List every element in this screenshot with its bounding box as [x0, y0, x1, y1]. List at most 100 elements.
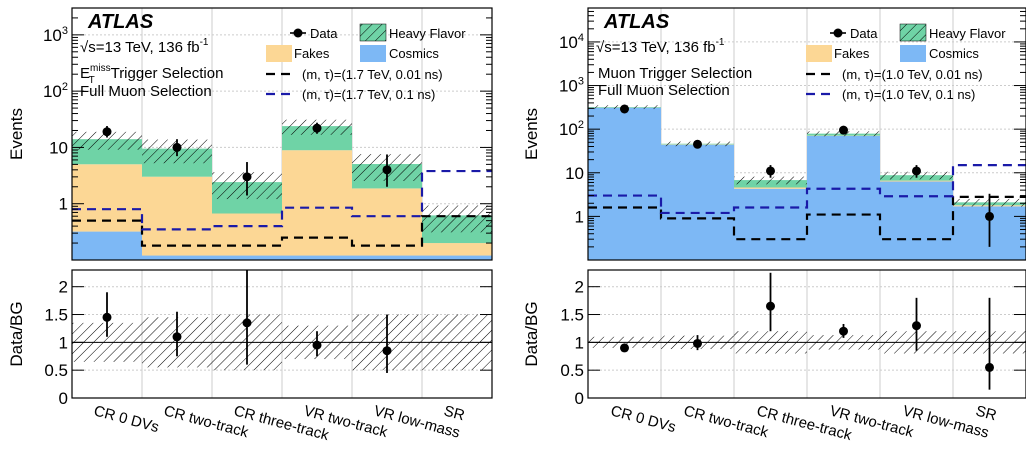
energy-text: √s=13 TeV, 136 fb	[80, 39, 200, 56]
data-point	[383, 165, 392, 174]
legend-heavy-flavor-label: Heavy Flavor	[389, 26, 466, 41]
energy-text: √s=13 TeV, 136 fb	[596, 39, 716, 56]
legend-signal-label: (m, τ)=(1.0 TeV, 0.1 ns)	[842, 87, 975, 102]
legend-fakes-swatch	[806, 45, 832, 62]
trigger-text: Trigger Selection	[107, 65, 224, 82]
legend-signal-label: (m, τ)=(1.7 TeV, 0.01 ns)	[302, 67, 443, 82]
stack-bar-cosmics	[734, 189, 807, 260]
y-tick-label-base: 10	[559, 120, 578, 139]
ratio-y-tick-label: 1	[59, 333, 68, 352]
stack-bar-fakes	[734, 187, 807, 188]
y-tick-label: 1	[575, 207, 584, 226]
legend-cosmics-label: Cosmics	[929, 46, 979, 61]
legend-cosmics-swatch	[900, 45, 926, 62]
y-axis-label: Events	[7, 108, 26, 160]
stack-bar-cosmics	[212, 256, 282, 260]
ratio-y-tick-label: 0.5	[560, 361, 584, 380]
y-tick-label-base: 1	[575, 207, 584, 226]
ratio-point	[243, 318, 252, 327]
y-axis-label: Events	[522, 108, 541, 160]
y-tick-label-base: 10	[43, 26, 62, 45]
stack-bar-cosmics	[72, 232, 142, 260]
ratio-point	[313, 341, 322, 350]
legend-heavy-flavor-label: Heavy Flavor	[929, 26, 1006, 41]
y-tick-label: 103	[43, 25, 68, 45]
y-tick-label: 103	[559, 76, 584, 96]
stack-bar-cosmics	[352, 256, 422, 260]
data-point	[243, 172, 252, 181]
ratio-point	[839, 327, 848, 336]
muon-selection-label: Full Muon Selection	[80, 83, 212, 100]
ratio-axis-label: Data/BG	[7, 301, 26, 366]
lumi-superscript: -1	[200, 37, 209, 48]
muon-selection-label: Full Muon Selection	[598, 82, 730, 99]
y-tick-label-base: 10	[559, 77, 578, 96]
ratio-point	[173, 332, 182, 341]
ratio-point	[693, 339, 702, 348]
legend-data-label: Data	[310, 26, 338, 41]
ratio-y-tick-label: 0.5	[44, 361, 68, 380]
stack-bar-fakes	[880, 181, 953, 182]
ratio-point	[103, 313, 112, 322]
ratio-point	[766, 302, 775, 311]
bg-uncertainty-band	[734, 177, 807, 185]
ratio-y-tick-label: 0	[59, 389, 68, 408]
category-label: CR 0 DVs	[609, 402, 678, 436]
stack-bar-cosmics	[807, 136, 880, 260]
bg-uncertainty-band	[422, 205, 492, 232]
stack-bar-fakes	[212, 214, 282, 256]
stack-bar-fakes	[422, 243, 492, 255]
ratio-y-tick-label: 1.5	[44, 306, 68, 325]
legend-heavy-flavor-hatch	[900, 24, 926, 41]
ratio-y-tick-label: 2	[575, 278, 584, 297]
ratio-plot-area	[72, 270, 492, 398]
legend-data-label: Data	[850, 26, 878, 41]
stack-bar-cosmics	[661, 145, 734, 260]
y-tick-label-base: 10	[559, 33, 578, 52]
stack-bar-fakes	[282, 150, 352, 255]
ratio-point	[912, 321, 921, 330]
trigger-selection-label: Muon Trigger Selection	[598, 65, 752, 82]
legend-data-marker	[294, 29, 303, 38]
ratio-plot-area	[588, 270, 1026, 398]
data-point	[766, 166, 775, 175]
y-tick-label-base: 10	[49, 138, 68, 157]
y-tick-label-sup: 2	[62, 81, 68, 93]
legend-signal-label: (m, τ)=(1.0 TeV, 0.01 ns)	[842, 67, 983, 82]
ratio-y-tick-label: 2	[59, 278, 68, 297]
legend-fakes-swatch	[266, 45, 292, 62]
ratio-y-tick-label: 1.5	[560, 306, 584, 325]
energy-lumi-label: √s=13 TeV, 136 fb-1	[596, 37, 725, 56]
data-point	[173, 143, 182, 152]
ratio-y-tick-label: 1	[575, 333, 584, 352]
y-tick-label: 102	[559, 119, 584, 139]
ratio-y-tick-label: 0	[575, 389, 584, 408]
legend-signal-label: (m, τ)=(1.7 TeV, 0.1 ns)	[302, 87, 435, 102]
data-point	[103, 127, 112, 136]
stack-bar-fakes	[142, 177, 212, 256]
ratio-point	[985, 363, 994, 372]
data-point	[313, 124, 322, 133]
y-tick-label-sup: 3	[578, 76, 584, 88]
data-point	[693, 140, 702, 149]
stack-bar-cosmics	[422, 256, 492, 260]
legend-data-marker	[834, 29, 843, 38]
y-tick-label: 10	[565, 164, 584, 183]
energy-lumi-label: √s=13 TeV, 136 fb-1	[80, 37, 209, 56]
ratio-axis-label: Data/BG	[522, 301, 541, 366]
data-point	[839, 126, 848, 135]
ratio-point	[620, 343, 629, 352]
stack-bar-cosmics	[880, 182, 953, 260]
category-label: CR 0 DVs	[92, 402, 161, 436]
legend-cosmics-label: Cosmics	[389, 46, 439, 61]
legend-heavy-flavor-hatch	[360, 24, 386, 41]
lumi-superscript: -1	[716, 37, 725, 48]
y-tick-label-base: 10	[43, 82, 62, 101]
legend-fakes-label: Fakes	[294, 46, 330, 61]
y-tick-label-sup: 2	[578, 119, 584, 131]
experiment-label: ATLAS	[87, 11, 154, 33]
